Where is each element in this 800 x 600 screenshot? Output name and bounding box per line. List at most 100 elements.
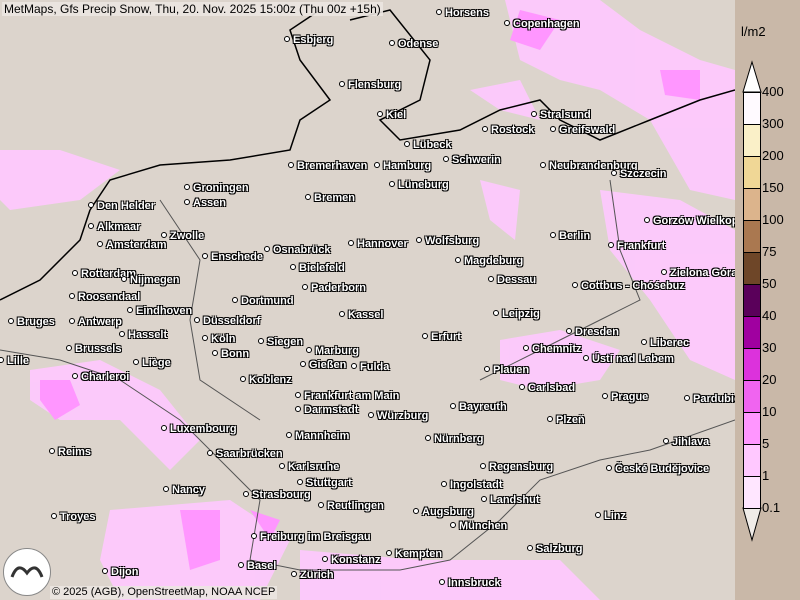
city-label: Leipzig — [493, 309, 540, 320]
city-label: Nürnberg — [425, 434, 484, 445]
city-label: Luxembourg — [161, 424, 237, 435]
city-label: Düsseldorf — [194, 316, 260, 327]
city-label: Basel — [238, 561, 276, 572]
legend-swatch — [743, 124, 761, 157]
city-label: Reutlingen — [318, 501, 384, 512]
city-label: Esbjerg — [284, 35, 333, 46]
city-label: Gorzów Wielkopolski — [644, 216, 735, 227]
legend-label: 10 — [762, 404, 777, 419]
city-label: Reims — [49, 447, 91, 458]
city-label: München — [450, 521, 507, 532]
city-label: Kiel — [377, 110, 406, 121]
city-label: Frankfurt am Main — [295, 391, 399, 402]
city-label: Ingolstadt — [441, 480, 503, 491]
city-label: Fulda — [351, 362, 389, 373]
legend-label: 200 — [762, 148, 784, 163]
city-label: Brussels — [66, 344, 121, 355]
city-label: Köln — [202, 334, 235, 345]
city-label: Cottbus - Chóśebuz — [572, 281, 685, 292]
legend-swatch — [743, 476, 761, 509]
city-label: Alkmaar — [88, 222, 140, 233]
city-label: Siegen — [258, 337, 303, 348]
legend-label: 0.1 — [762, 500, 781, 515]
legend-swatch — [743, 348, 761, 381]
legend-min-arrow — [742, 507, 762, 542]
city-label: Stuttgart — [297, 478, 352, 489]
city-label: Ústí nad Labem — [583, 354, 674, 365]
city-label: Pardubice — [684, 394, 735, 405]
city-label: České Budějovice — [606, 464, 709, 475]
legend-label: 1 — [762, 468, 770, 483]
map-title: MetMaps, Gfs Precip Snow, Thu, 20. Nov. … — [2, 2, 383, 16]
city-label: Stralsund — [531, 110, 591, 121]
city-label: Karlsruhe — [279, 462, 339, 473]
city-label: Augsburg — [413, 507, 474, 518]
city-label: Chemnitz — [523, 344, 582, 355]
city-label: Assen — [184, 198, 226, 209]
city-label: Neubrandenburg — [540, 161, 638, 172]
color-legend: l/m2 400 300 200 150 100 75 50 40 30 20 10 5 1 0.1 — [735, 0, 800, 600]
legend-label: 100 — [762, 212, 784, 227]
legend-unit: l/m2 — [741, 24, 766, 39]
city-label: Kempten — [386, 549, 442, 560]
city-label: Szczecin — [611, 169, 666, 180]
city-label: Plauen — [484, 365, 529, 376]
city-label: Freiburg im Breisgau — [251, 532, 371, 543]
city-label: Magdeburg — [455, 256, 523, 267]
city-label: Innsbruck — [439, 578, 501, 589]
city-label: Carlsbad — [519, 383, 575, 394]
legend-label: 150 — [762, 180, 784, 195]
legend-label: 50 — [762, 276, 777, 291]
city-label: Lille — [0, 356, 29, 367]
legend-swatch — [743, 380, 761, 413]
city-label: Berlin — [550, 231, 590, 242]
legend-swatch — [743, 156, 761, 189]
city-label: Groningen — [184, 183, 249, 194]
city-label: Enschede — [202, 252, 263, 263]
city-label: Nancy — [163, 485, 205, 496]
city-label: Amsterdam — [97, 240, 167, 251]
city-label: Dresden — [566, 327, 619, 338]
legend-label: 5 — [762, 436, 770, 451]
legend-label: 20 — [762, 372, 777, 387]
metmaps-logo — [3, 548, 51, 596]
city-label: Zwolle — [161, 231, 204, 242]
city-label: Koblenz — [240, 375, 292, 386]
city-label: Prague — [602, 392, 648, 403]
city-label: Liberec — [641, 338, 689, 349]
legend-swatch — [743, 412, 761, 445]
city-label: Eindhoven — [127, 306, 192, 317]
city-label: Zielona Góra — [661, 268, 735, 279]
city-label: Den Helder — [88, 201, 155, 212]
city-label: Copenhagen — [504, 19, 580, 30]
legend-max-arrow — [742, 60, 762, 93]
city-label: Wolfsburg — [416, 236, 479, 247]
city-label: Odense — [389, 39, 438, 50]
legend-swatch — [743, 92, 761, 125]
attribution: © 2025 (AGB), OpenStreetMap, NOAA NCEP — [50, 586, 278, 599]
city-label: Bayreuth — [450, 402, 507, 413]
city-label: Bonn — [212, 349, 249, 360]
city-label: Antwerp — [69, 317, 122, 328]
city-label: Paderborn — [302, 283, 366, 294]
city-label: Bielefeld — [290, 263, 345, 274]
legend-swatch — [743, 444, 761, 477]
city-label: Dijon — [102, 567, 139, 578]
weather-map[interactable]: Horsens Copenhagen Esbjerg Odense Flensburg S… — [0, 0, 735, 600]
city-label: Charleroi — [72, 372, 129, 383]
city-label: Osnabrück — [264, 245, 330, 256]
city-label: Flensburg — [339, 80, 401, 91]
legend-label: 400 — [762, 84, 784, 99]
city-label: Liège — [133, 358, 171, 369]
city-label: Dortmund — [232, 296, 294, 307]
city-label: Hannover — [348, 239, 408, 250]
city-label: Lüneburg — [389, 180, 449, 191]
legend-swatch — [743, 252, 761, 285]
city-label: Marburg — [306, 346, 359, 357]
city-label: Plzeň — [547, 415, 585, 426]
city-label: Regensburg — [480, 462, 553, 473]
city-label: Bremerhaven — [288, 161, 367, 172]
city-label: Landshut — [481, 495, 540, 506]
legend-label: 30 — [762, 340, 777, 355]
city-label: Hamburg — [374, 161, 431, 172]
